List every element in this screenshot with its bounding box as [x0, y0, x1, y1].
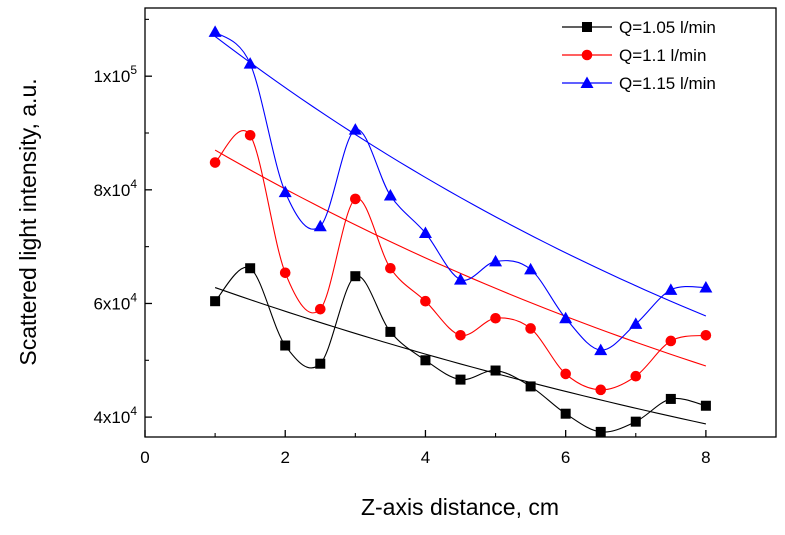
triangle-marker — [243, 57, 257, 69]
circle-marker — [560, 368, 571, 380]
circle-marker — [630, 370, 642, 382]
y-tick-label-base: 8x10 — [93, 181, 130, 200]
x-tick-label: 4 — [421, 448, 430, 467]
triangle-marker — [559, 311, 573, 324]
circle-marker — [244, 129, 256, 141]
triangle-marker — [278, 185, 292, 198]
circle-marker — [581, 49, 593, 61]
square-marker — [210, 296, 221, 307]
square-marker — [350, 271, 361, 282]
square-marker — [582, 22, 592, 32]
circle-marker — [455, 329, 466, 341]
square-marker — [280, 340, 291, 351]
circle-marker — [525, 323, 536, 334]
circle-marker — [595, 384, 607, 396]
square-marker — [490, 365, 501, 376]
series-2 — [209, 129, 712, 396]
x-tick-label: 6 — [561, 448, 570, 467]
square-marker — [665, 393, 676, 404]
square-marker — [630, 416, 641, 427]
plot-area-frame — [144, 7, 777, 438]
x-tick-label: 0 — [140, 448, 149, 467]
legend-label: Q=1.1 l/min — [619, 46, 706, 65]
legend-item: Q=1.1 l/min — [562, 46, 706, 65]
triangle-marker — [580, 76, 594, 88]
series-1 — [210, 263, 711, 437]
y-tick-label-exponent: 4 — [130, 177, 137, 191]
triangle-marker — [418, 226, 432, 239]
circle-marker — [420, 295, 431, 307]
circle-marker — [350, 193, 361, 205]
x-axis-title: Z-axis distance, cm — [361, 494, 559, 520]
circle-marker — [665, 335, 677, 347]
square-marker — [385, 326, 396, 337]
y-tick-label-base: 4x10 — [93, 408, 130, 427]
trend-line — [214, 35, 707, 317]
y-tick-label: 4x104 — [93, 404, 137, 427]
x-tick-label: 2 — [280, 448, 289, 467]
circle-marker — [385, 262, 396, 274]
circle-marker — [279, 267, 291, 279]
legend-item: Q=1.15 l/min — [562, 74, 716, 93]
legend-label: Q=1.05 l/min — [619, 18, 716, 37]
legend-item: Q=1.05 l/min — [562, 18, 716, 37]
y-tick-label: 1x105 — [93, 63, 137, 86]
y-tick-label-exponent: 4 — [130, 290, 137, 304]
y-tick-label-base: 1x10 — [93, 67, 130, 86]
legend-label: Q=1.15 l/min — [619, 74, 716, 93]
triangle-marker — [664, 283, 678, 295]
triangle-marker — [208, 25, 222, 37]
series-layer — [208, 25, 713, 437]
circle-marker — [209, 157, 221, 168]
triangle-marker — [629, 317, 643, 329]
circle-marker — [314, 303, 326, 315]
triangle-marker — [383, 189, 397, 201]
triangle-marker — [594, 343, 608, 356]
triangle-marker — [313, 219, 327, 232]
y-tick-label-exponent: 5 — [130, 63, 137, 77]
legend: Q=1.05 l/min Q=1.1 l/min Q=1.15 l/min — [562, 18, 716, 93]
x-axis: 0 2 4 6 8 — [140, 430, 711, 467]
square-marker — [525, 381, 536, 392]
square-marker — [245, 263, 256, 274]
y-tick-label: 8x104 — [93, 177, 137, 200]
circle-marker — [490, 312, 501, 324]
square-marker — [420, 355, 431, 366]
y-tick-label: 6x104 — [93, 290, 137, 313]
series-3 — [208, 25, 713, 356]
square-marker — [455, 374, 466, 385]
y-tick-label-exponent: 4 — [130, 404, 137, 418]
square-marker — [700, 400, 711, 411]
triangle-marker — [524, 262, 538, 275]
square-marker — [595, 426, 606, 437]
square-marker — [560, 408, 571, 419]
triangle-marker — [489, 254, 503, 267]
circle-marker — [700, 329, 712, 341]
square-marker — [315, 358, 326, 369]
triangle-marker — [348, 123, 362, 135]
y-axis-title: Scattered light intensity, a.u. — [15, 78, 41, 365]
x-tick-label: 8 — [701, 448, 710, 467]
triangle-marker — [454, 273, 467, 285]
triangle-marker — [699, 281, 713, 293]
series-line — [214, 266, 707, 433]
trend-line — [214, 287, 707, 425]
y-tick-label-base: 6x10 — [93, 294, 130, 313]
